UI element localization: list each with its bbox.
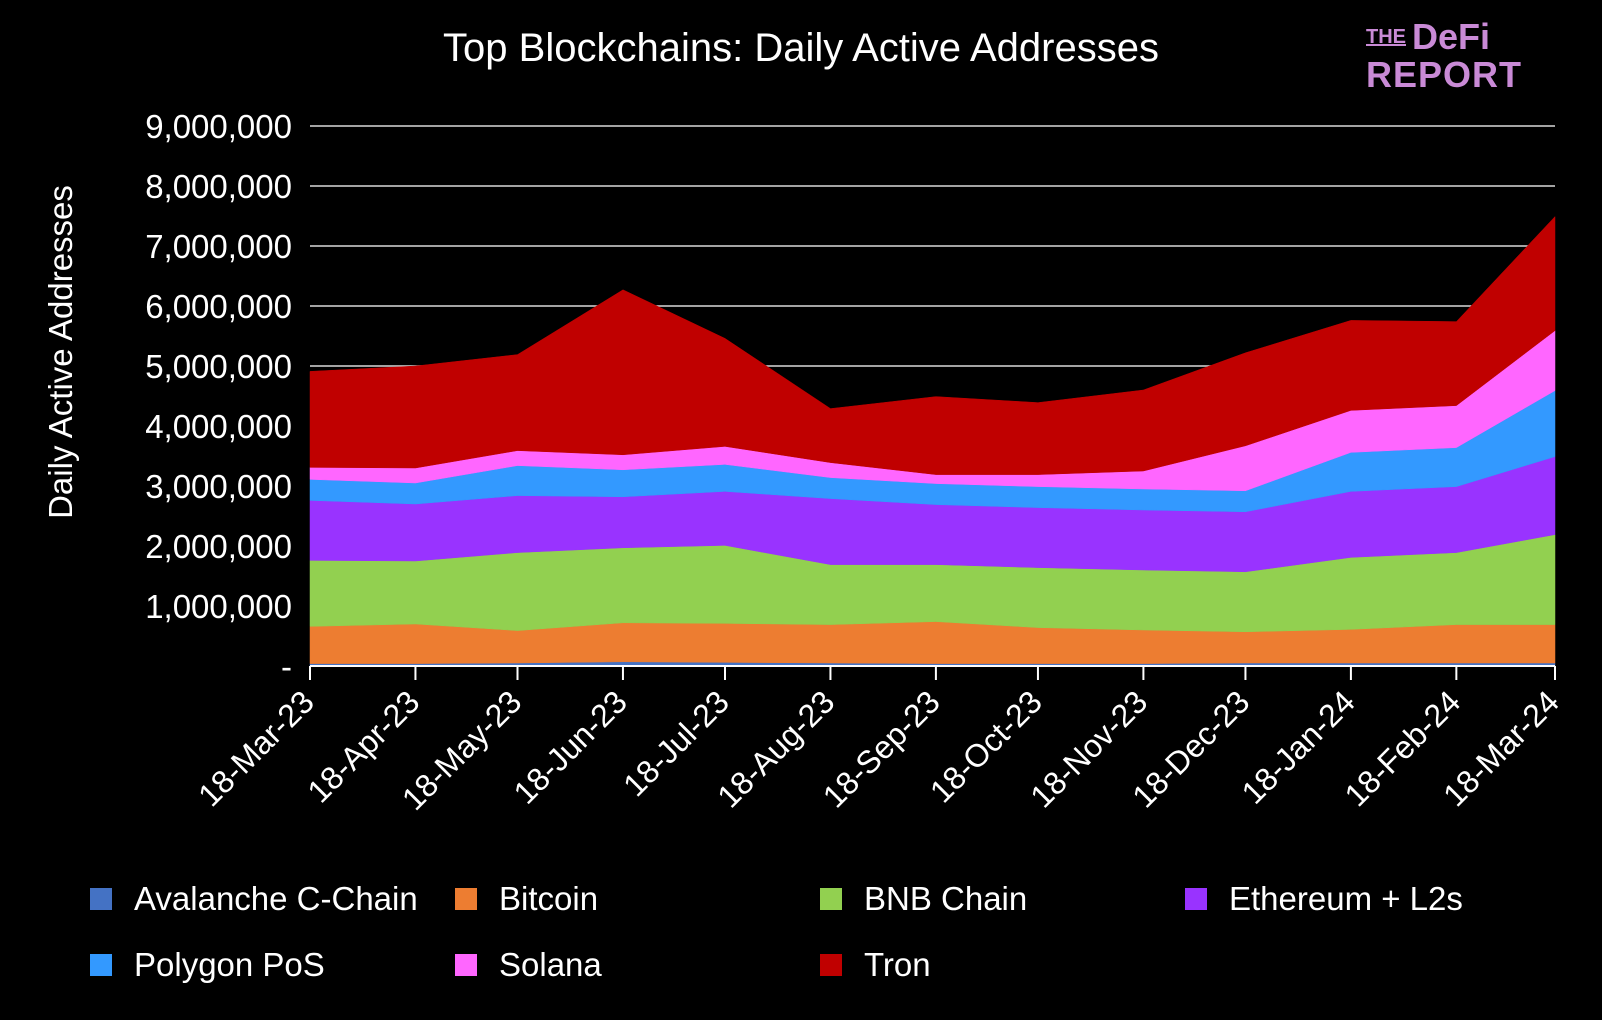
y-tick-label: 1,000,000 — [145, 588, 292, 625]
legend-label: BNB Chain — [864, 880, 1028, 917]
legend-item: Tron — [820, 946, 931, 984]
y-tick-label: 8,000,000 — [145, 168, 292, 205]
series-areas — [309, 215, 1556, 667]
legend-swatch — [90, 888, 112, 910]
legend-swatch — [455, 954, 477, 976]
legend-label: Bitcoin — [499, 880, 599, 917]
y-tick-label: 2,000,000 — [145, 528, 292, 565]
area-tron — [309, 215, 1556, 475]
legend-item: Solana — [455, 946, 602, 984]
y-tick-label: 5,000,000 — [145, 348, 292, 385]
logo-defi: DeFi — [1412, 16, 1491, 57]
x-tick-label: 18-Mar-23 — [191, 683, 321, 813]
logo-top: THE DeFi — [1366, 16, 1490, 58]
legend-swatch — [1185, 888, 1207, 910]
y-tick-label: 4,000,000 — [145, 408, 292, 445]
legend-item: Avalanche C-Chain — [90, 880, 418, 918]
y-axis-title: Daily Active Addresses — [42, 185, 79, 519]
y-tick-label: - — [281, 648, 292, 685]
y-tick-label: 6,000,000 — [145, 288, 292, 325]
legend: Avalanche C-Chain Bitcoin BNB Chain Ethereu… — [90, 880, 1570, 1010]
logo-report: REPORT — [1366, 54, 1523, 95]
stacked-area-chart: - 1,000,000 2,000,000 3,000,000 4,000,000 5,0… — [42, 108, 1566, 817]
y-tick-label: 9,000,000 — [145, 108, 292, 145]
legend-item: Ethereum + L2s — [1185, 880, 1463, 918]
y-tick-label: 7,000,000 — [145, 228, 292, 265]
legend-item: Bitcoin — [455, 880, 598, 918]
legend-swatch — [455, 888, 477, 910]
legend-item: Polygon PoS — [90, 946, 325, 984]
legend-label: Solana — [499, 946, 602, 983]
legend-swatch — [90, 954, 112, 976]
legend-label: Polygon PoS — [134, 946, 325, 983]
legend-label: Avalanche C-Chain — [134, 880, 418, 917]
legend-item: BNB Chain — [820, 880, 1027, 918]
logo-the: THE — [1366, 26, 1406, 48]
legend-label: Tron — [864, 946, 931, 983]
y-tick-label: 3,000,000 — [145, 468, 292, 505]
defi-report-logo: THE DeFi REPORT — [1360, 16, 1530, 95]
chart-title: Top Blockchains: Daily Active Addresses — [443, 26, 1159, 70]
legend-label: Ethereum + L2s — [1229, 880, 1463, 917]
legend-swatch — [820, 954, 842, 976]
x-tick-label: 18-Jun-23 — [507, 683, 634, 810]
legend-swatch — [820, 888, 842, 910]
